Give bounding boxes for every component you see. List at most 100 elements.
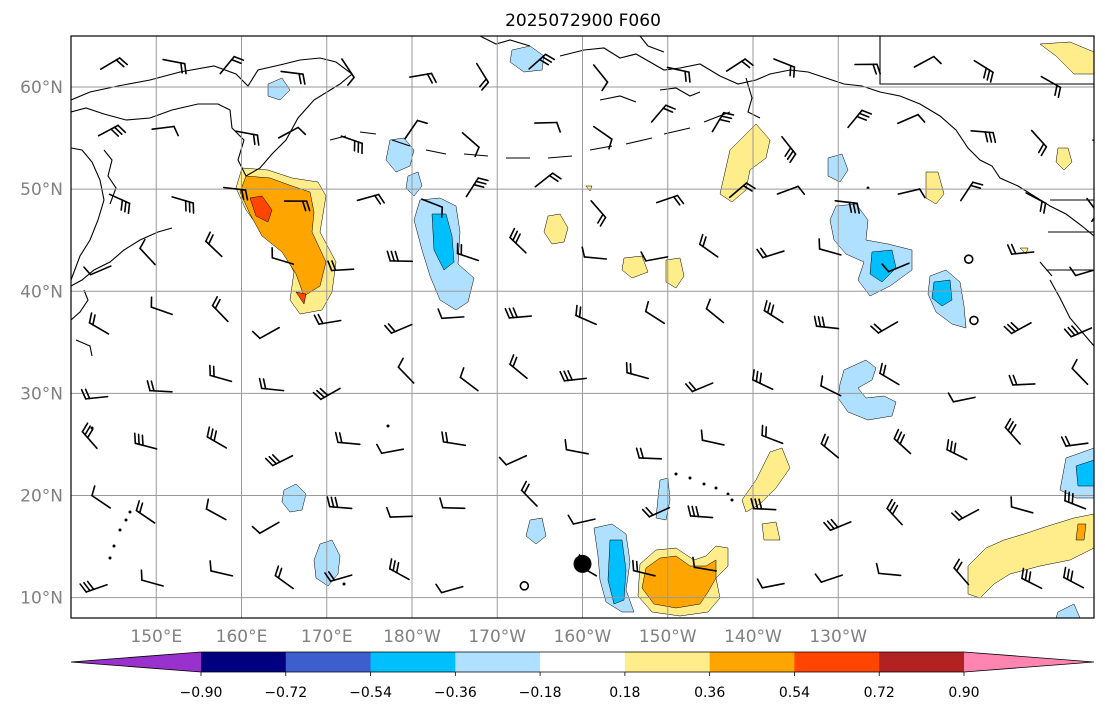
wind-barb (897, 188, 926, 199)
island (386, 424, 390, 428)
wind-barb (1069, 266, 1094, 277)
wind-barb (386, 250, 414, 263)
colorbar-tick-label: −0.90 (180, 685, 223, 701)
wind-barb (356, 193, 385, 205)
wind-barb (528, 53, 555, 70)
colorbar-tick-label: 0.72 (864, 685, 895, 701)
storm-center-marker (573, 554, 592, 573)
wind-barb (274, 565, 294, 590)
wind-barb (209, 364, 233, 383)
wind-barb (875, 562, 902, 577)
wind-barb (99, 57, 129, 71)
wind-barb (776, 185, 806, 196)
anomaly-region (665, 257, 685, 289)
wind-barb (397, 357, 415, 384)
lon-label: 170°E (301, 627, 353, 647)
coastline (879, 36, 1094, 85)
wind-barb (666, 66, 691, 83)
island (108, 556, 112, 560)
coastline (71, 147, 105, 281)
lon-label: 140°W (724, 627, 782, 647)
wind-barb (534, 172, 562, 188)
wind-barb (823, 518, 852, 532)
wind-barb (834, 200, 861, 214)
wind-barb (437, 308, 465, 320)
wind-barb (1063, 566, 1085, 589)
wind-barb (818, 238, 842, 256)
wind-barb (813, 315, 840, 330)
wind-barb (88, 312, 110, 335)
colorbar-swatch (201, 652, 287, 672)
anomaly-contours (235, 41, 1094, 618)
wind-barb (969, 315, 979, 326)
wind-barb (509, 354, 528, 380)
anomaly-region (543, 213, 569, 245)
anomaly-region (641, 555, 717, 609)
coastline (71, 57, 353, 177)
wind-barb (685, 381, 714, 393)
coastline (599, 95, 637, 103)
wind-barb (206, 426, 228, 449)
wind-barb (461, 131, 480, 158)
lat-label: 30°N (20, 384, 63, 404)
wind-barb (820, 375, 842, 397)
wind-barb (341, 58, 355, 86)
lon-label: 150°W (639, 627, 697, 647)
map-frame (70, 35, 1095, 619)
island (342, 582, 346, 586)
anomaly-region (1055, 147, 1073, 171)
wind-barb (970, 129, 997, 144)
colorbar-swatch (540, 652, 626, 672)
latitude-labels: 10°N 20°N 30°N 40°N 50°N 60°N (20, 78, 63, 609)
island (112, 544, 116, 548)
wind-barb (879, 362, 900, 386)
anomaly-region (719, 123, 771, 203)
coastline (75, 339, 93, 357)
wind-barb (700, 429, 725, 446)
island (124, 518, 128, 522)
anomaly-region (925, 171, 945, 205)
wind-barb (219, 55, 245, 75)
wind-barb (327, 260, 355, 272)
wind-barb (692, 556, 717, 572)
island (714, 486, 718, 490)
wind-barb (384, 323, 413, 334)
wind-barb (79, 580, 108, 593)
wind-barb (1008, 374, 1036, 386)
wind-barb (1010, 496, 1034, 514)
coastline (71, 289, 89, 321)
colorbar-tick-label: −0.54 (349, 685, 392, 701)
wind-barb (251, 521, 280, 535)
wind-barb (946, 438, 968, 461)
anomaly-region (761, 521, 781, 541)
wind-barb (435, 583, 464, 594)
wind-barb (781, 135, 797, 164)
wind-barb (326, 496, 353, 510)
wind-barb (893, 428, 912, 455)
wind-barb (83, 265, 112, 276)
wind-barb (280, 70, 306, 85)
wind-barb (886, 498, 903, 526)
wind-barb (509, 227, 527, 254)
anomaly-region (281, 483, 307, 513)
wind-barb (146, 380, 173, 393)
wind-barb (632, 559, 656, 577)
wind-barb (520, 480, 538, 507)
wind-barb (313, 313, 342, 325)
wind-barb (205, 231, 223, 258)
wind-barb (1030, 129, 1048, 157)
wind-barb (963, 254, 974, 264)
wind-barb (139, 238, 156, 266)
wind-barb (324, 571, 353, 583)
anomaly-region (585, 185, 593, 192)
wind-barb (687, 505, 714, 519)
wind-barb (271, 246, 295, 265)
colorbar-tick-label: 0.90 (948, 685, 979, 701)
wind-barb (1003, 321, 1032, 335)
wind-barb (258, 377, 285, 392)
wind-barb (108, 193, 131, 215)
wind-barb (91, 485, 112, 509)
wind-barb (953, 558, 970, 586)
wind-barb (575, 304, 597, 326)
wind-barb (519, 581, 530, 591)
